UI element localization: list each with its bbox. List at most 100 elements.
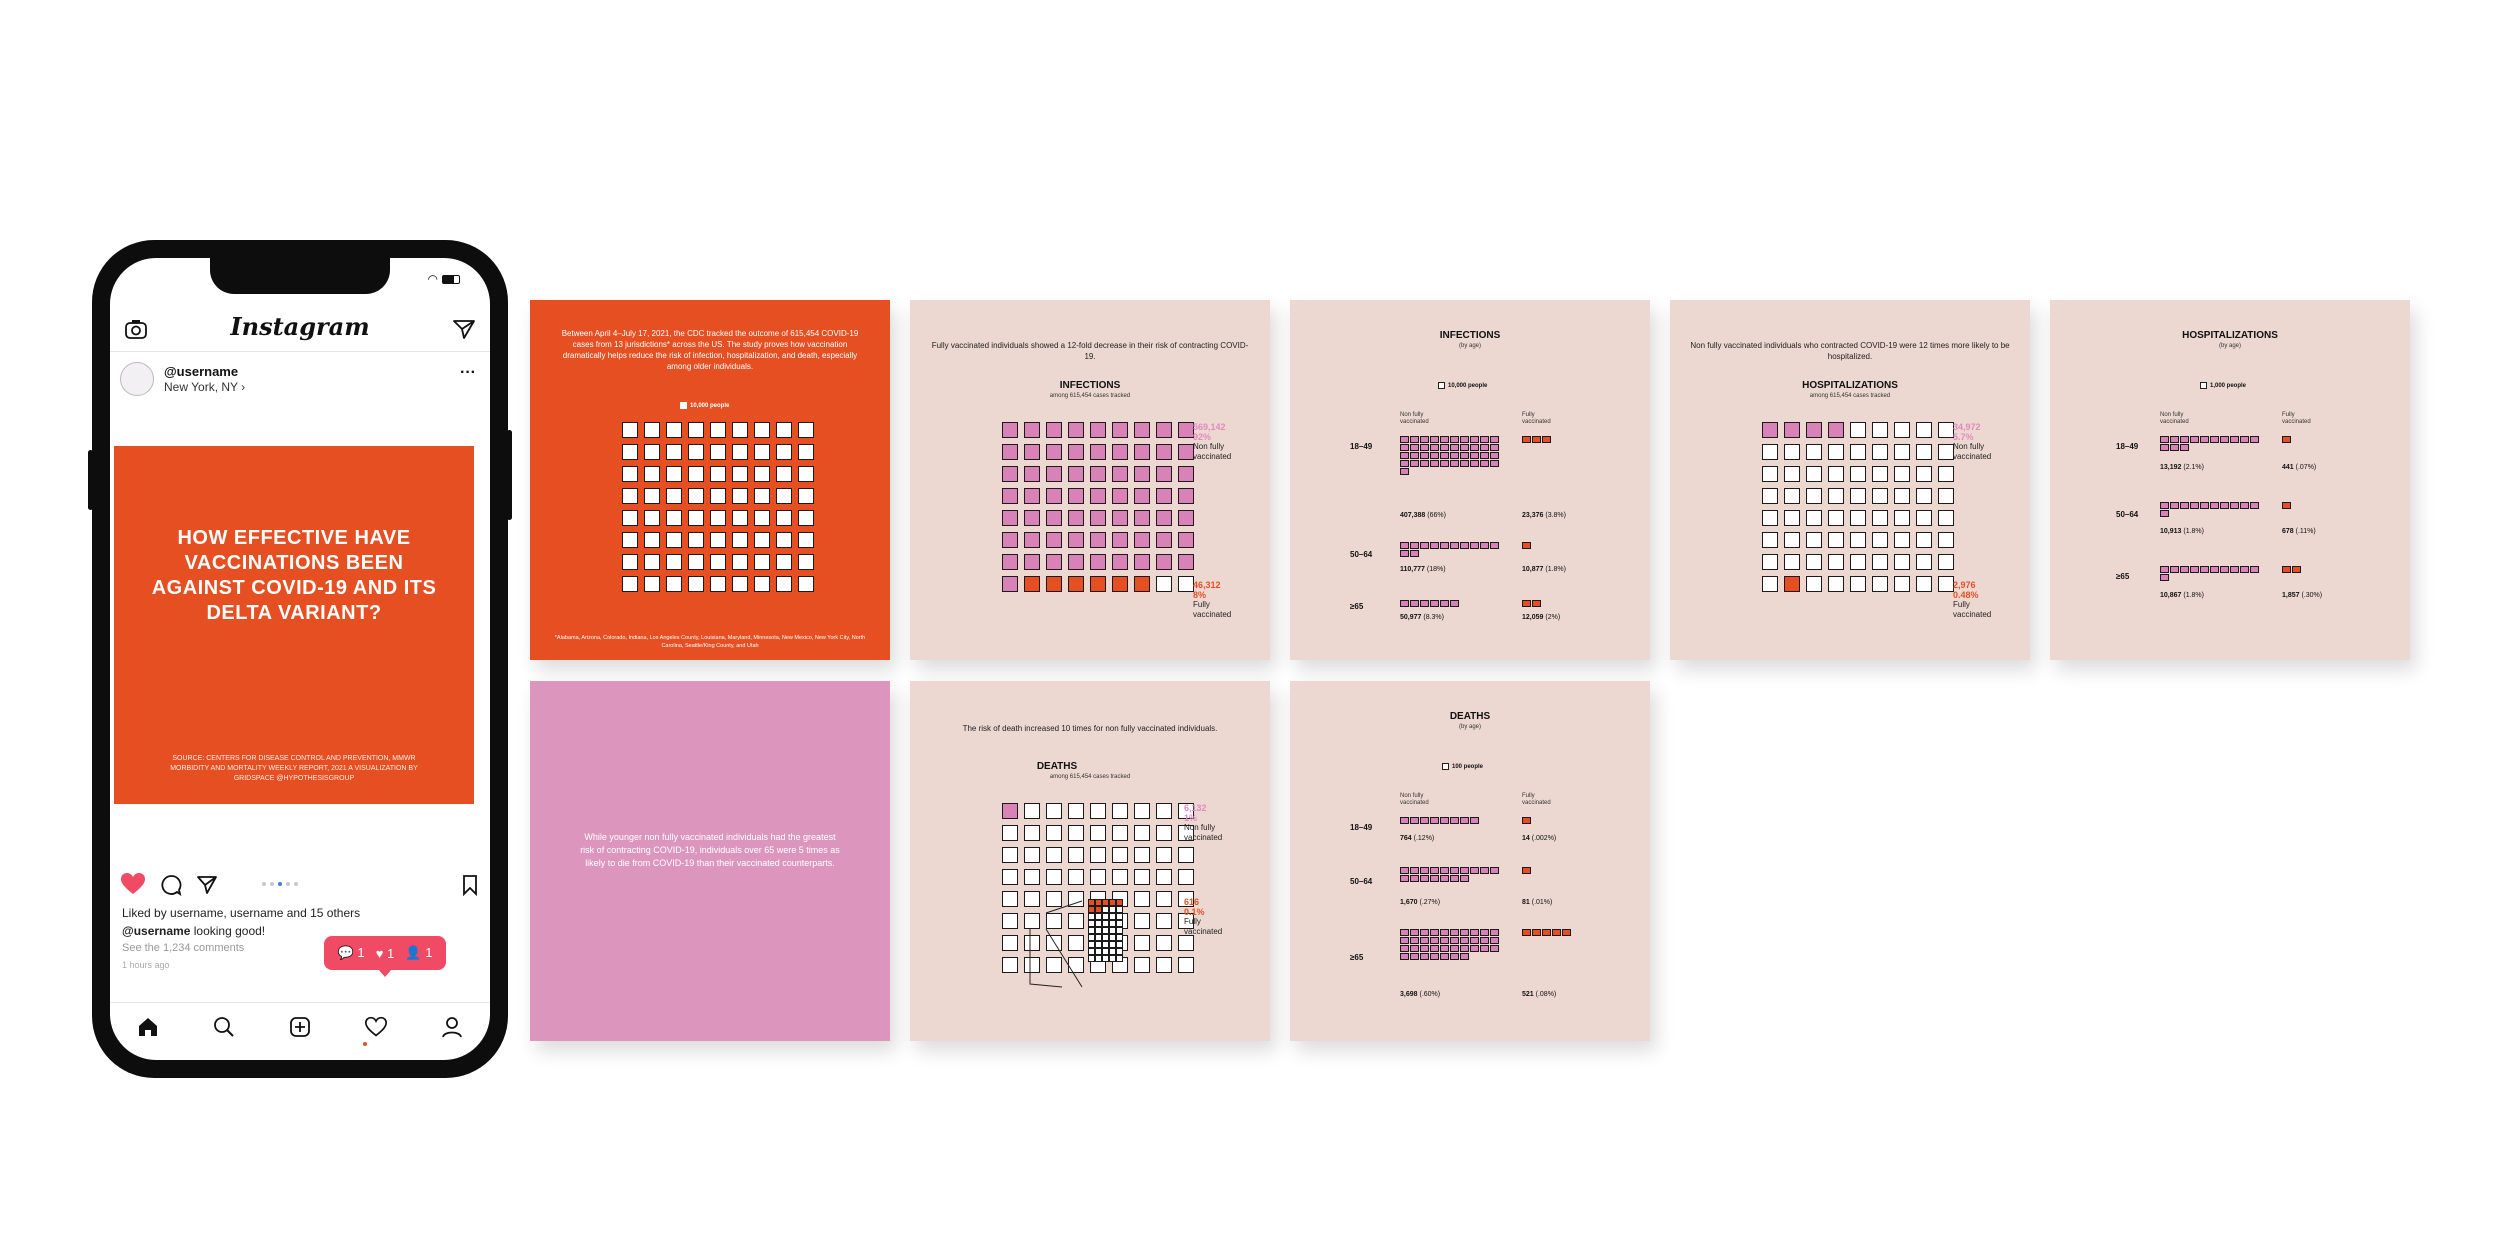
- grid-square: [710, 554, 726, 570]
- grid-square: [798, 466, 814, 482]
- notif-likes: ♥ 1: [375, 945, 395, 961]
- likes-text[interactable]: Liked by username, username and 15 other…: [122, 906, 361, 920]
- age-label: ≥65: [2116, 572, 2130, 581]
- send-icon[interactable]: [452, 318, 476, 340]
- heart-filled-icon[interactable]: [120, 872, 146, 896]
- slide-infections[interactable]: Fully vaccinated individuals showed a 12…: [910, 300, 1270, 660]
- age-label: ≥65: [1350, 953, 1364, 962]
- hospitalizations-18-49-nonvax-squares: [2160, 436, 2259, 451]
- mini-square: [1490, 460, 1499, 467]
- slide-summary[interactable]: While younger non fully vaccinated indiv…: [530, 681, 890, 1041]
- infections-65-vax-caption: 12,059 (2%): [1522, 614, 1561, 621]
- grid-square: [1850, 422, 1866, 438]
- post-username[interactable]: @username: [164, 364, 239, 379]
- activity-notification[interactable]: 💬 1 ♥ 1 👤 1: [324, 936, 446, 977]
- grid-square: [798, 510, 814, 526]
- view-comments-link[interactable]: See the 1,234 comments: [122, 942, 245, 954]
- grid-square: [1002, 957, 1018, 973]
- camera-icon[interactable]: [124, 318, 148, 340]
- mini-square: [1490, 444, 1499, 451]
- grid-square: [1894, 510, 1910, 526]
- infections-vax-label: Fully vaccinated: [1193, 600, 1232, 619]
- mini-square: [1450, 953, 1459, 960]
- grid-square: [1134, 869, 1150, 885]
- grid-square: [1894, 488, 1910, 504]
- caption-user[interactable]: @username: [122, 924, 191, 938]
- grid-square: [1102, 927, 1109, 934]
- bookmark-icon[interactable]: [462, 874, 478, 896]
- mini-square: [1480, 937, 1489, 944]
- mini-square: [1460, 945, 1469, 952]
- mini-square: [2190, 436, 2199, 443]
- comment-icon[interactable]: [160, 874, 182, 896]
- mini-square: [1480, 929, 1489, 936]
- mini-square: [1410, 937, 1419, 944]
- grid-square: [1872, 422, 1888, 438]
- grid-square: [1112, 422, 1128, 438]
- mini-square: [1460, 452, 1469, 459]
- grid-square: [1894, 532, 1910, 548]
- grid-square: [1916, 554, 1932, 570]
- mini-square: [1460, 937, 1469, 944]
- grid-square: [1068, 466, 1084, 482]
- infections-subtitle: among 615,454 cases tracked: [1049, 393, 1131, 399]
- home-icon[interactable]: [137, 1016, 159, 1038]
- grid-square: [1762, 554, 1778, 570]
- search-icon[interactable]: [213, 1016, 235, 1038]
- slide-deaths-by-age[interactable]: DEATHS (by age) 100 people Non fully vac…: [1290, 681, 1650, 1041]
- infections-50-64-nonvax-caption: 110,777 (18%): [1400, 566, 1446, 573]
- post-location[interactable]: New York, NY ›: [164, 380, 246, 394]
- grid-square: [1109, 955, 1116, 962]
- mini-square: [1430, 929, 1439, 936]
- grid-square: [1134, 803, 1150, 819]
- instagram-header: Instagram: [110, 308, 490, 352]
- mini-square: [2160, 436, 2169, 443]
- mini-square: [1522, 817, 1531, 824]
- mini-square: [1542, 436, 1551, 443]
- mini-square: [1430, 460, 1439, 467]
- avatar[interactable]: [120, 362, 154, 396]
- mini-square: [2170, 436, 2179, 443]
- grid-square: [1024, 869, 1040, 885]
- more-options-icon[interactable]: ···: [460, 364, 476, 381]
- intro-footnote: *Alabama, Arizona, Colorado, Indiana, Lo…: [554, 635, 866, 649]
- grid-square: [1046, 422, 1062, 438]
- slide-deaths[interactable]: The risk of death increased 10 times for…: [910, 681, 1270, 1041]
- infections-age-title: INFECTIONS: [1439, 330, 1501, 341]
- infections-nonvax-pct: 92%: [1193, 432, 1212, 442]
- grid-square: [1068, 803, 1084, 819]
- slide-hospitalizations-by-age[interactable]: HOSPITALIZATIONS (by age) 1,000 people N…: [2050, 300, 2410, 660]
- mini-square: [2170, 566, 2179, 573]
- grid-square: [1095, 934, 1102, 941]
- slide-intro[interactable]: Between April 4–July 17, 2021, the CDC t…: [530, 300, 890, 660]
- grid-square: [644, 576, 660, 592]
- grid-square: [688, 510, 704, 526]
- mini-square: [1490, 945, 1499, 952]
- grid-square: [1134, 825, 1150, 841]
- mini-square: [1420, 542, 1429, 549]
- activity-heart-icon[interactable]: [365, 1016, 387, 1038]
- grid-square: [1938, 488, 1954, 504]
- slide-infections-by-age[interactable]: INFECTIONS (by age) 10,000 people Non fu…: [1290, 300, 1650, 660]
- slide-hospitalizations[interactable]: Non fully vaccinated individuals who con…: [1670, 300, 2030, 660]
- mini-square: [1410, 867, 1419, 874]
- grid-square: [666, 532, 682, 548]
- add-post-icon[interactable]: [289, 1016, 311, 1038]
- mini-square: [1400, 953, 1409, 960]
- grid-square: [1156, 488, 1172, 504]
- grid-square: [1095, 920, 1102, 927]
- mini-square: [1410, 436, 1419, 443]
- grid-square: [776, 510, 792, 526]
- hospitalizations-65-vax-caption: 1,857 (.30%): [2282, 592, 2323, 599]
- profile-icon[interactable]: [441, 1016, 463, 1038]
- grid-square: [776, 422, 792, 438]
- infections-nonvax-label: Non fully vaccinated: [1193, 442, 1232, 461]
- mini-square: [1430, 817, 1439, 824]
- grid-square: [1002, 466, 1018, 482]
- phone-mockup: ◠ Instagram @username New York, NY › ···…: [88, 240, 512, 1078]
- share-icon[interactable]: [196, 874, 218, 896]
- grid-square: [1002, 444, 1018, 460]
- post-image[interactable]: HOW EFFECTIVE HAVE VACCINATIONS BEEN AGA…: [114, 446, 474, 804]
- grid-square: [1178, 488, 1194, 504]
- grid-square: [1850, 444, 1866, 460]
